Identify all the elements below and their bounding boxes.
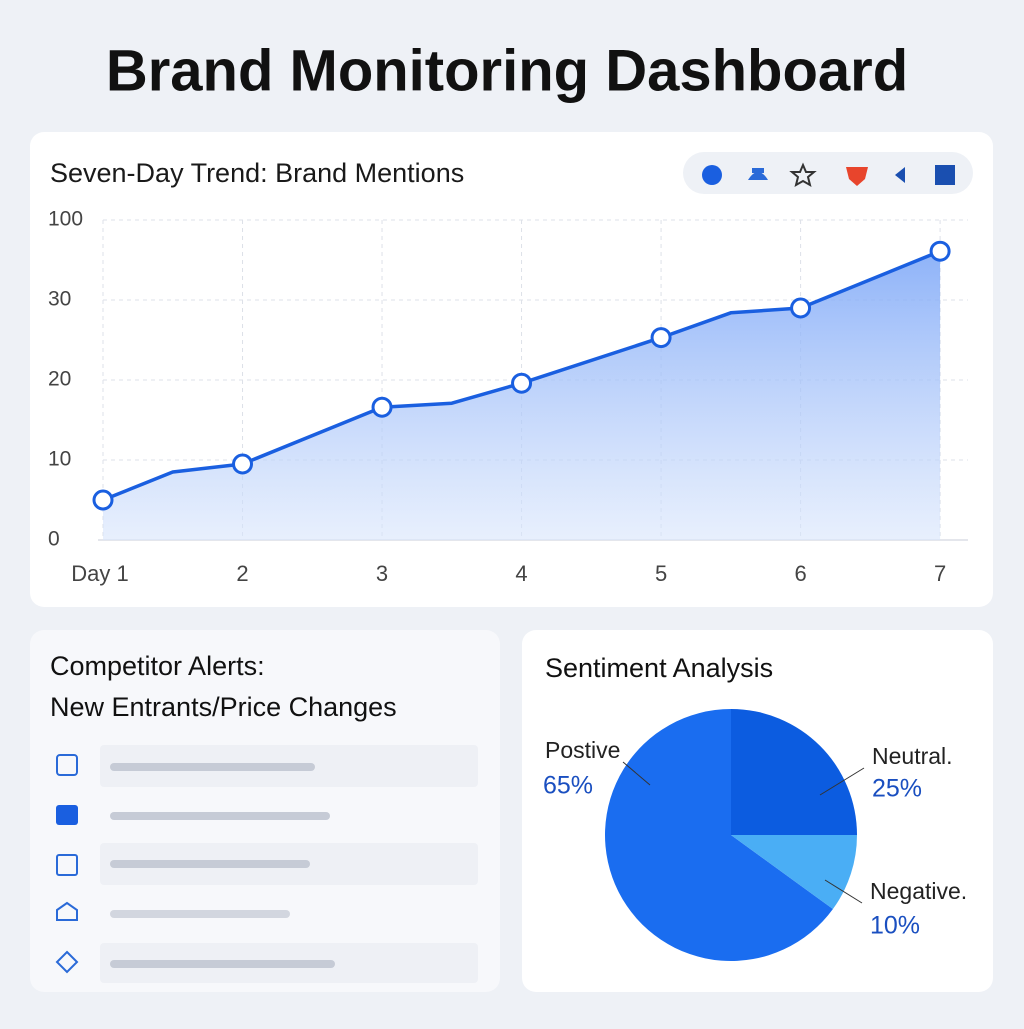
alert-icon [56, 805, 78, 825]
x-tick-label: 2 [236, 561, 248, 586]
y-tick-label: 20 [48, 368, 71, 391]
toolbar-icon[interactable] [748, 168, 768, 180]
point [650, 327, 672, 349]
alert-placeholder [110, 960, 335, 968]
pie-slice [731, 709, 857, 835]
x-tick-label: 5 [655, 561, 667, 586]
alert-placeholder [110, 860, 310, 868]
y-tick-label: 100 [48, 208, 83, 231]
x-tick-label: 3 [376, 561, 388, 586]
alert-placeholder [110, 763, 315, 771]
alert-icon [56, 854, 78, 876]
toolbar-icon[interactable] [702, 165, 722, 185]
x-tick-label: Day 1 [71, 561, 128, 586]
alerts-title: Competitor Alerts: [50, 651, 265, 681]
point [371, 396, 393, 418]
leader-line [819, 767, 865, 796]
point [92, 489, 114, 511]
leader-line [824, 879, 863, 904]
toolbar-bg [683, 152, 973, 194]
point [232, 453, 254, 475]
toolbar [683, 152, 973, 194]
toolbar-icon[interactable] [935, 165, 955, 185]
point [929, 240, 951, 262]
chart-title: Sentiment Analysis [545, 653, 773, 683]
y-tick-label: 10 [48, 448, 71, 471]
x-tick-label: 6 [794, 561, 806, 586]
pie-value-label: 65% [543, 772, 593, 800]
x-tick-label: 7 [934, 561, 946, 586]
pie-label: Negative. [870, 878, 967, 904]
alert-icon [55, 950, 79, 974]
toolbar-icon[interactable] [789, 162, 817, 188]
pie-label: Neutral. [872, 743, 953, 769]
page-title: Brand Monitoring Dashboard [106, 38, 908, 103]
x-tick-label: 4 [515, 561, 527, 586]
alert-icon [56, 901, 78, 921]
pie-slice [731, 835, 857, 910]
toolbar-icon[interactable] [895, 167, 905, 183]
alert-placeholder [110, 910, 290, 918]
y-tick-label: 0 [48, 528, 60, 551]
leader-line [622, 761, 651, 786]
alert-placeholder [110, 812, 330, 820]
y-tick-label: 30 [48, 288, 71, 311]
pie-label: Postive [545, 737, 620, 763]
point [790, 297, 812, 319]
area [103, 251, 941, 540]
point [511, 372, 533, 394]
alert-list [55, 745, 478, 983]
pie-value-label: 25% [872, 775, 922, 803]
alert-icon [56, 754, 78, 776]
pie-value-label: 10% [870, 912, 920, 940]
chart-title: Seven-Day Trend: Brand Mentions [50, 158, 464, 188]
toolbar-icon[interactable] [846, 167, 868, 186]
line [102, 249, 941, 502]
pie-slice [605, 709, 833, 961]
alerts-title: New Entrants/Price Changes [50, 692, 397, 722]
